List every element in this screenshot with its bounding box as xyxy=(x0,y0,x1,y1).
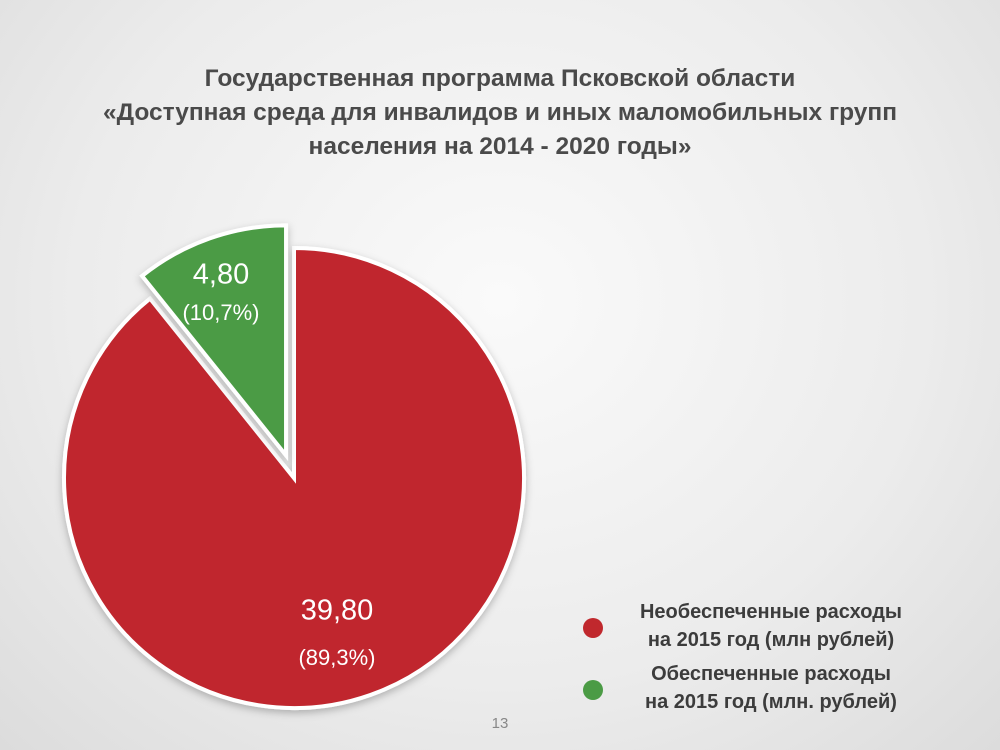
legend-swatch-unfunded xyxy=(583,618,603,638)
pie-slice-funded xyxy=(139,223,289,462)
chart-title-line-1: Государственная программа Псковской обла… xyxy=(204,65,796,92)
slice-percent-label-unfunded: (89,3%) xyxy=(298,645,375,670)
pie-slice-unfunded xyxy=(62,245,526,710)
slice-value-label-funded: 4,80 xyxy=(193,259,249,291)
page-number: 13 xyxy=(491,715,509,732)
legend-swatch-funded xyxy=(583,680,603,700)
legend-label-funded: Обеспеченные расходы на 2015 год (млн. р… xyxy=(645,663,897,713)
slice-percent-label-funded: (10,7%) xyxy=(182,300,259,325)
legend-label-unfunded: Необеспеченные расходы на 2015 год (млн … xyxy=(639,601,903,651)
chart-title-line-3: населения на 2014 - 2020 годы» xyxy=(308,133,692,160)
chart-title: Государственная программа Псковской обла… xyxy=(0,62,1000,164)
chart-title-line-2: «Доступная среда для инвалидов и иных ма… xyxy=(102,99,898,126)
slice-value-label-unfunded: 39,80 xyxy=(301,595,374,627)
